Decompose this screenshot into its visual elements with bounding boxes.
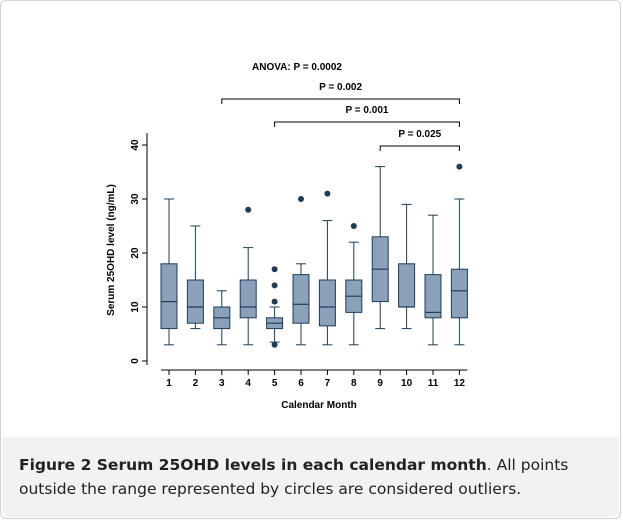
iqr-box bbox=[318, 279, 336, 327]
iqr-box bbox=[186, 279, 204, 324]
outlier-point bbox=[271, 282, 278, 289]
y-tick-label: 40 bbox=[130, 139, 141, 151]
significance-bracket bbox=[274, 121, 460, 127]
x-tick-label: 4 bbox=[245, 378, 251, 389]
outlier-point bbox=[298, 196, 304, 202]
outlier-point bbox=[271, 341, 278, 348]
figure-caption: Figure 2 Serum 25OHD levels in each cale… bbox=[19, 453, 609, 501]
iqr-box bbox=[398, 263, 416, 308]
y-axis-label: Serum 25OHD level (ng/mL) bbox=[106, 184, 117, 316]
y-tick-label: 0 bbox=[130, 358, 141, 364]
x-tick-label: 5 bbox=[272, 378, 278, 389]
caption-text: . All points outside the range represent… bbox=[19, 456, 569, 498]
x-axis-label: Calendar Month bbox=[281, 400, 357, 411]
outlier-point bbox=[271, 266, 278, 273]
box-month-10 bbox=[398, 203, 416, 330]
x-tick-label: 6 bbox=[298, 378, 304, 389]
box-month-7 bbox=[318, 190, 336, 346]
x-tick-label: 10 bbox=[401, 378, 413, 389]
x-tick-label: 12 bbox=[454, 378, 466, 389]
iqr-box bbox=[239, 279, 257, 319]
outlier-point bbox=[324, 190, 331, 197]
iqr-box bbox=[160, 263, 178, 330]
x-tick-label: 3 bbox=[219, 378, 225, 389]
significance-bracket bbox=[221, 98, 460, 104]
caption-title: Serum 25OHD levels in each calendar mont… bbox=[91, 456, 487, 474]
box-month-1 bbox=[160, 198, 178, 346]
caption-label: Figure 2 bbox=[19, 456, 92, 474]
x-tick-label: 1 bbox=[166, 378, 172, 389]
x-tick-label: 8 bbox=[351, 378, 357, 389]
anova-annotation: ANOVA: P = 0.0002 bbox=[252, 62, 342, 73]
outlier-point bbox=[245, 206, 252, 213]
x-tick-label: 2 bbox=[193, 378, 199, 389]
y-tick-label: 20 bbox=[130, 247, 141, 259]
box-month-3 bbox=[213, 290, 231, 346]
x-tick-label: 9 bbox=[377, 378, 383, 389]
iqr-box bbox=[450, 268, 468, 319]
caption-band bbox=[2, 437, 619, 517]
outlier-point bbox=[456, 163, 463, 170]
box-month-11 bbox=[424, 214, 442, 346]
significance-label: P = 0.002 bbox=[319, 82, 362, 93]
y-tick-label: 10 bbox=[130, 301, 141, 313]
box-month-8 bbox=[345, 223, 363, 346]
box-month-6 bbox=[292, 196, 310, 346]
significance-bracket bbox=[379, 145, 460, 151]
box-month-12 bbox=[450, 163, 468, 346]
x-tick-label: 7 bbox=[325, 378, 331, 389]
iqr-box bbox=[424, 274, 442, 319]
significance-label: P = 0.001 bbox=[346, 105, 389, 116]
outlier-point bbox=[350, 223, 357, 229]
y-tick-label: 30 bbox=[130, 193, 141, 205]
box-month-5 bbox=[266, 266, 284, 348]
box-month-2 bbox=[186, 225, 204, 330]
significance-label: P = 0.025 bbox=[398, 129, 441, 140]
x-tick-label: 11 bbox=[428, 378, 439, 389]
iqr-box bbox=[292, 274, 310, 324]
box-month-4 bbox=[239, 206, 257, 346]
box-month-9 bbox=[371, 166, 389, 330]
outlier-point bbox=[271, 298, 278, 305]
